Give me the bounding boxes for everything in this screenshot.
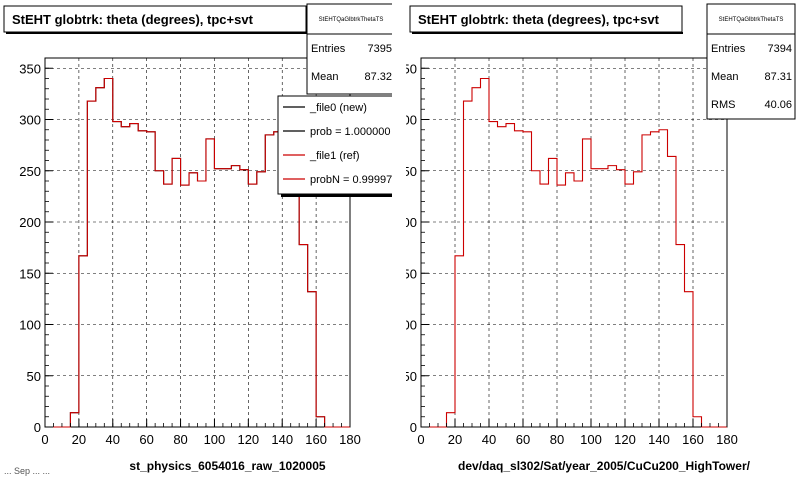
x-tick-label: 140 [648,432,670,447]
stats-value: 7395 [368,43,392,55]
x-tick-label: 60 [139,432,153,447]
x-tick-label: 100 [204,432,226,447]
x-tick-label: 20 [448,432,462,447]
legend-entry: _file1 (ref) [309,150,360,162]
x-tick-label: 120 [237,432,259,447]
x-tick-label: 180 [339,432,361,447]
x-axis: 0 20 40 60 80 100 120 140 160 180 [41,419,361,447]
y-tick-label: 0 [410,420,417,435]
y-tick-label: 0 [34,420,41,435]
stats-box-name: StEHTQaGlbtrkThetaTS [319,17,384,23]
stats-label: Entries [311,43,346,55]
x-axis-label: dev/daq_sl302/Sat/year_2005/CuCu200_High… [458,459,751,473]
x-axis-label: st_physics_6054016_raw_1020005 [129,459,325,473]
y-tick-label: 150 [19,266,41,281]
panel-gap [392,0,406,480]
plot-frame [420,57,728,428]
y-tick-label: 50 [27,369,41,384]
stats-box [706,3,796,120]
x-tick-label: 60 [516,432,530,447]
legend-entry: _file0 (new) [309,102,367,114]
y-tick-label: 350 [19,61,41,76]
stats-label: Mean [311,71,339,83]
stats-label: Entries [711,43,746,55]
y-tick-label: 100 [19,318,41,333]
chart-title: StEHT globtrk: theta (degrees), tpc+svt [12,12,254,27]
legend: _file0 (new) prob = 1.000000 _file1 (ref) p… [277,95,401,197]
histogram-series-ref [421,77,727,428]
stats-box-name: StEHTQaGlbtrkThetaTS [719,17,784,23]
footer-timestamp: ... Sep ... ... [4,466,51,476]
x-tick-label: 0 [41,432,48,447]
x-tick-label: 180 [716,432,738,447]
y-tick-label: 200 [19,215,41,230]
x-axis: 0 20 40 60 80 100 120 140 160 180 [417,419,738,447]
y-tick-label: 300 [19,113,41,128]
stats-value: 87.31 [764,71,792,83]
x-tick-label: 80 [550,432,564,447]
x-tick-label: 100 [580,432,602,447]
x-tick-label: 0 [417,432,424,447]
x-tick-label: 160 [305,432,327,447]
x-tick-label: 160 [682,432,704,447]
stats-label: RMS [711,99,735,111]
x-tick-label: 80 [173,432,187,447]
y-tick-label: 250 [19,164,41,179]
x-tick-label: 40 [106,432,120,447]
stats-label: Mean [711,71,739,83]
stats-value: 87.32 [364,71,392,83]
x-tick-label: 20 [72,432,86,447]
chart-title: StEHT globtrk: theta (degrees), tpc+svt [418,12,660,27]
stats-value: 40.06 [764,99,792,111]
stats-value: 7394 [768,43,792,55]
x-tick-label: 40 [482,432,496,447]
chart-panel-2: 0 20 40 60 80 100 120 140 160 1800501001502002503… [395,3,796,473]
title-box [409,5,683,33]
legend-entry: probN = 0.999970 [310,174,398,186]
y-axis: 0 50 100 150 200 250 300 350 [19,57,53,435]
stats-box [306,3,396,95]
legend-entry: prob = 1.000000 [310,126,390,138]
chart-panel-1: 0 20 40 60 80 100 120 140 160 180 0 50 100 150 200 250 3… [3,3,396,473]
y-tick-label: 50 [403,369,417,384]
x-tick-label: 120 [614,432,636,447]
legend-box [277,95,399,195]
x-tick-label: 140 [271,432,293,447]
